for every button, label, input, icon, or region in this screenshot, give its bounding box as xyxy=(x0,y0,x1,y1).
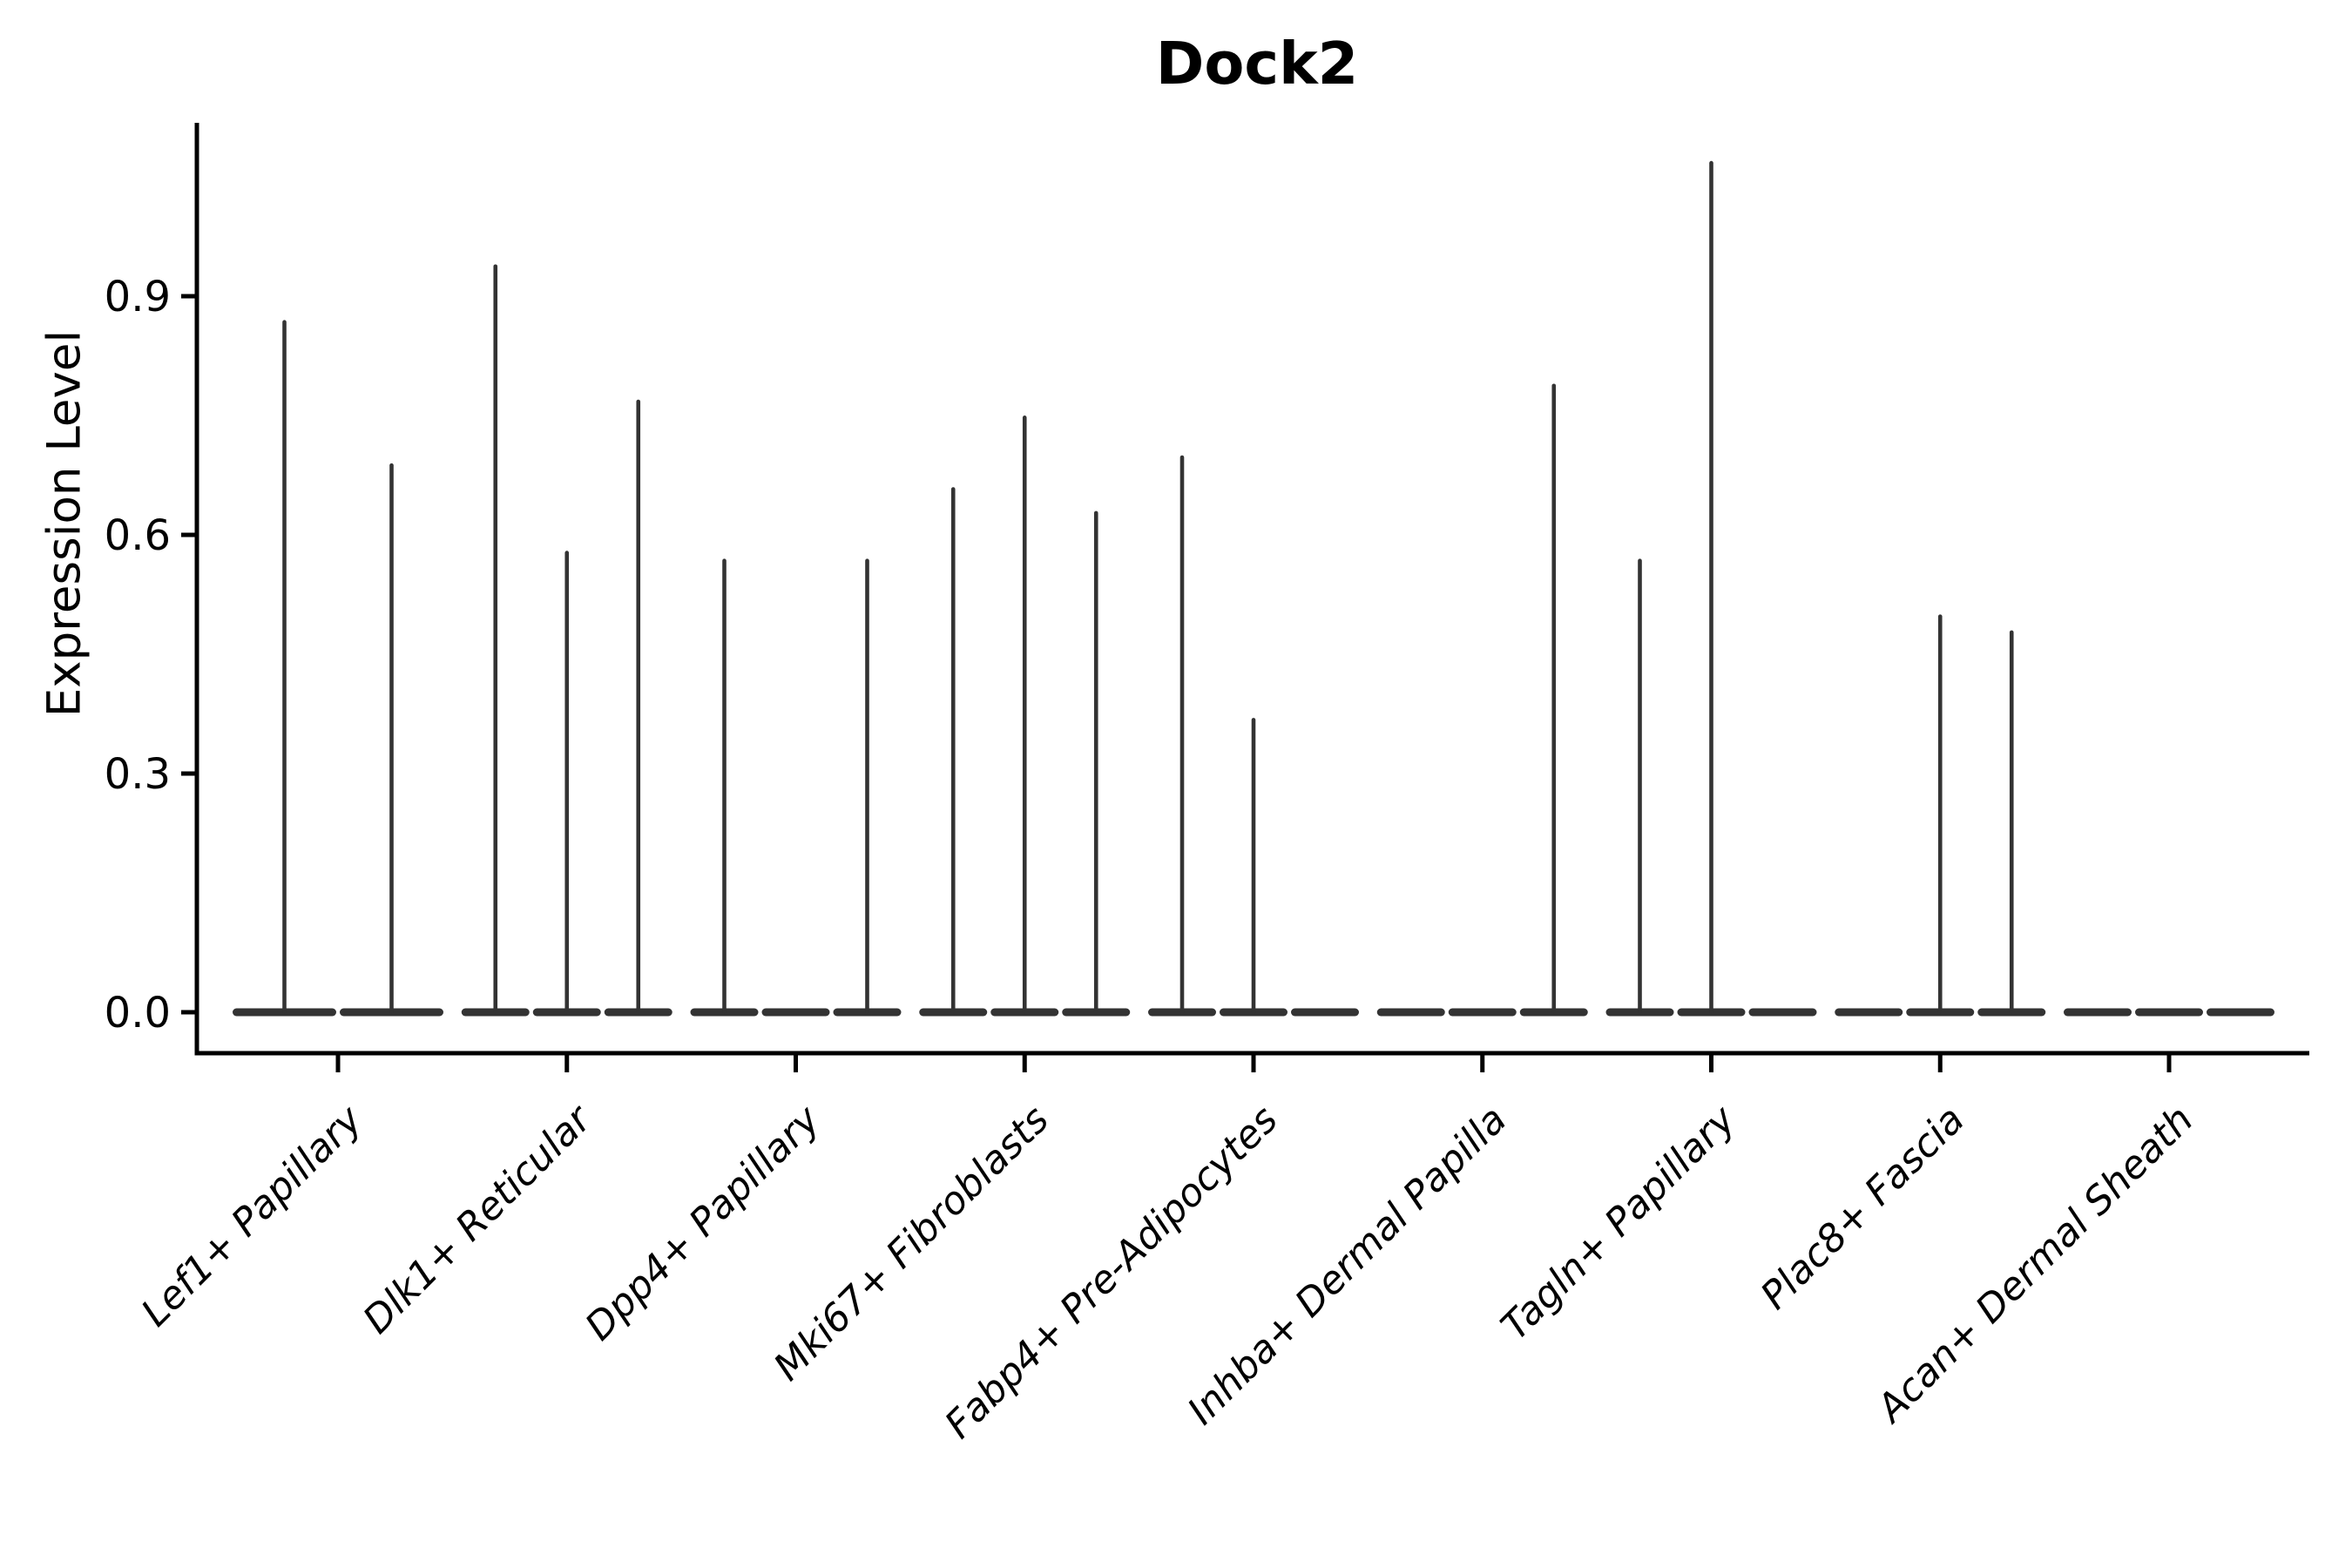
violin-base xyxy=(1748,1008,1817,1017)
x-tick-mark xyxy=(335,1053,341,1072)
violin-base xyxy=(1291,1008,1359,1017)
violin-spike xyxy=(1179,455,1185,1014)
x-tick-label: Tagln+ Papillary xyxy=(1493,1097,1745,1348)
violin-base xyxy=(2064,1008,2132,1017)
y-tick-label: 0.6 xyxy=(105,511,171,560)
violin-base xyxy=(761,1008,830,1017)
y-tick-label: 0.9 xyxy=(105,273,171,321)
violin-spike xyxy=(389,463,394,1014)
violin-spike xyxy=(1551,383,1557,1014)
x-tick-label: Plac8+ Fascia xyxy=(1753,1098,1973,1318)
violin-spike xyxy=(1709,160,1713,1015)
violin-spike xyxy=(865,558,869,1014)
violin-spike xyxy=(1093,510,1098,1014)
violin-spike xyxy=(1937,614,1943,1014)
x-tick-mark xyxy=(1480,1053,1485,1072)
x-tick-mark xyxy=(1251,1053,1256,1072)
y-tick-mark xyxy=(181,532,197,537)
violin-spike xyxy=(1022,416,1027,1014)
x-tick-mark xyxy=(1709,1053,1713,1072)
x-tick-label: Dpp4+ Papillary xyxy=(577,1097,829,1349)
x-tick-mark xyxy=(794,1053,798,1072)
y-tick-mark xyxy=(181,1010,197,1015)
x-tick-mark xyxy=(2166,1053,2172,1072)
violin-spike xyxy=(722,558,727,1014)
violin-spike xyxy=(1638,558,1642,1014)
violin-spike xyxy=(2009,630,2014,1014)
violin-spike xyxy=(950,487,956,1014)
violin-spike xyxy=(1251,718,1256,1014)
violin-spike xyxy=(564,551,570,1014)
y-tick-label: 0.0 xyxy=(105,989,171,1037)
x-tick-mark xyxy=(564,1053,570,1072)
y-tick-label: 0.3 xyxy=(105,750,171,799)
violin-spike xyxy=(493,264,498,1014)
plot-title: Dock2 xyxy=(1155,30,1359,98)
violin-base xyxy=(1835,1008,1903,1017)
y-axis-spine xyxy=(194,123,199,1056)
violin-base xyxy=(2135,1008,2203,1017)
violin-base xyxy=(1376,1008,1445,1017)
x-tick-mark xyxy=(1937,1053,1943,1072)
x-tick-label: Dlk1+ Reticular xyxy=(355,1096,601,1342)
violin-base xyxy=(2207,1008,2274,1017)
violin-spike xyxy=(282,320,287,1015)
y-tick-mark xyxy=(181,294,197,299)
violin-spike xyxy=(636,399,641,1014)
x-tick-label: Lef1+ Papillary xyxy=(133,1097,372,1335)
y-tick-mark xyxy=(181,771,197,776)
x-tick-mark xyxy=(1022,1053,1027,1072)
violin-base xyxy=(1448,1008,1517,1017)
